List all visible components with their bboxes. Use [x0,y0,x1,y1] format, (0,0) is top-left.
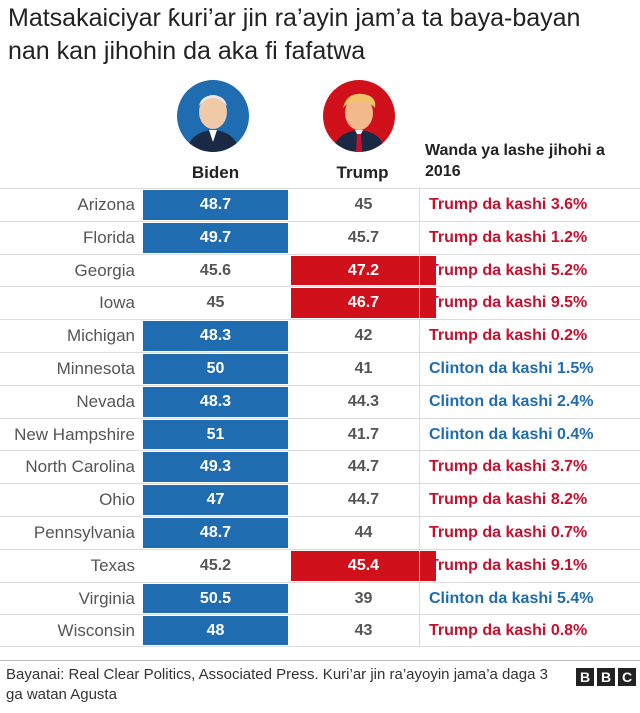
trump-value: 45.4 [291,550,436,581]
biden-value: 49.7 [143,222,288,253]
trump-value: 42 [354,327,373,345]
column-divider [419,549,420,582]
biden-value: 48.3 [143,321,288,351]
biden-value: 48 [143,616,288,646]
biden-portrait [177,80,249,152]
table-row: Minnesota 50 41 Clinton da kashi 1.5% [0,351,640,385]
margin-2016: Trump da kashi 0.8% [429,622,588,640]
biden-value: 45 [206,294,225,312]
biden-value: 50 [143,353,288,384]
state-label: Virginia [78,588,135,608]
trump-value: 44.3 [347,392,380,410]
state-label: Arizona [77,195,135,214]
biden-value: 49.3 [143,452,288,483]
margin-2016: Trump da kashi 3.6% [429,196,588,213]
bbc-logo-letter: B [576,668,594,686]
table-row: Pennsylvania 48.7 44 Trump da kashi 0.7% [0,515,640,549]
table-row: Iowa 45 46.7 Trump da kashi 9.5% [0,286,640,320]
results-table: Arizona 48.7 45 Trump da kashi 3.6% Florida 4… [0,188,640,648]
column-divider [419,254,420,287]
trump-value: 44.7 [347,458,380,476]
biden-value: 45.6 [199,261,232,279]
footer-divider [0,660,640,661]
column-divider [419,189,420,221]
bbc-logo: B B C [576,668,636,686]
state-label: Florida [83,227,135,247]
biden-value: 47 [143,485,288,515]
margin-2016: Clinton da kashi 5.4% [429,589,594,607]
table-row: New Hampshire 51 41.7 Clinton da kashi 0.4% [0,417,640,451]
margin-2016: Trump da kashi 3.7% [429,458,588,476]
margin-2016: Trump da kashi 9.5% [429,294,588,312]
margin-2016: Trump da kashi 9.1% [429,556,588,574]
state-label: Wisconsin [57,621,135,641]
column-divider [419,516,420,549]
column-divider [419,418,420,451]
column-divider [419,582,420,615]
table-row: Nevada 48.3 44.3 Clinton da kashi 2.4% [0,384,640,418]
state-label: Michigan [66,326,135,346]
state-label: Minnesota [56,358,135,378]
bbc-logo-letter: C [618,668,636,686]
margin-2016: Trump da kashi 0.2% [429,327,588,345]
trump-value: 41 [354,359,373,377]
biden-value: 48.3 [143,386,288,417]
trump-value: 44.7 [347,491,380,509]
column-header-trump: Trump [336,163,389,182]
margin-2016: Trump da kashi 1.2% [429,228,588,246]
column-divider [419,320,420,352]
column-divider [419,451,420,484]
state-label: North Carolina [25,457,135,477]
margin-2016: Trump da kashi 8.2% [429,491,588,509]
chart-title: Matsakaiciyar ƙuri’ar jin ra’ayin jam’a … [8,4,581,65]
biden-value: 50.5 [143,583,288,614]
column-header-biden: Biden [191,163,240,182]
column-divider [419,385,420,418]
bbc-logo-letter: B [597,668,615,686]
state-label: Iowa [99,293,135,313]
table-row: Texas 45.2 45.4 Trump da kashi 9.1% [0,548,640,582]
trump-value: 45.7 [347,228,380,246]
margin-2016: Trump da kashi 0.7% [429,523,588,541]
trump-value: 43 [354,622,373,640]
biden-value: 51 [143,419,288,450]
state-label: Nevada [76,391,135,411]
person-silhouette-icon [187,95,239,152]
state-label: New Hampshire [14,424,135,444]
margin-2016: Clinton da kashi 1.5% [429,359,594,377]
table-row: North Carolina 49.3 44.7 Trump da kashi 3.7… [0,450,640,484]
table-row: Michigan 48.3 42 Trump da kashi 0.2% [0,319,640,352]
trump-value: 46.7 [291,288,436,319]
source-note: Bayanai: Real Clear Politics, Associated… [6,666,548,703]
table-row: Wisconsin 48 43 Trump da kashi 0.8% [0,614,640,648]
table-row: Arizona 48.7 45 Trump da kashi 3.6% [0,188,640,221]
person-silhouette-icon [333,93,385,152]
table-row: Virginia 50.5 39 Clinton da kashi 5.4% [0,581,640,615]
biden-value: 48.7 [143,190,288,220]
state-label: Ohio [99,490,135,510]
column-divider [419,287,420,320]
state-label: Texas [90,555,135,575]
trump-value: 47.2 [291,255,436,286]
biden-value: 45.2 [199,556,232,574]
table-row: Georgia 45.6 47.2 Trump da kashi 5.2% [0,253,640,287]
state-label: Pennsylvania [33,522,135,542]
column-divider [419,352,420,385]
trump-value: 39 [354,589,373,607]
state-label: Georgia [74,260,135,280]
trump-value: 44 [354,523,373,541]
margin-2016: Clinton da kashi 0.4% [429,425,594,443]
trump-portrait [323,80,395,152]
column-divider [419,221,420,254]
table-row: Florida 49.7 45.7 Trump da kashi 1.2% [0,220,640,254]
biden-value: 48.7 [143,517,288,548]
column-divider [419,484,420,516]
margin-2016: Trump da kashi 5.2% [429,261,588,279]
column-divider [419,615,420,647]
column-header-2016-winner: Wanda ya lashe jihohi a 2016 [425,142,605,180]
trump-value: 41.7 [347,425,380,443]
table-row: Ohio 47 44.7 Trump da kashi 8.2% [0,483,640,516]
margin-2016: Clinton da kashi 2.4% [429,392,594,410]
trump-value: 45 [354,196,373,213]
